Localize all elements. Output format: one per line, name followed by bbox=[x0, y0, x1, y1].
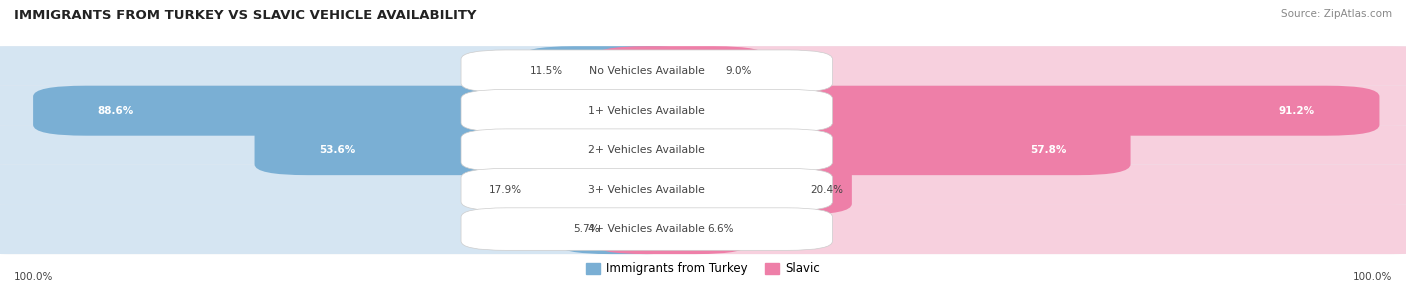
FancyBboxPatch shape bbox=[461, 129, 832, 171]
Text: 53.6%: 53.6% bbox=[319, 145, 356, 155]
Text: 17.9%: 17.9% bbox=[489, 185, 522, 194]
FancyBboxPatch shape bbox=[0, 125, 1406, 175]
Text: 100.0%: 100.0% bbox=[1353, 272, 1392, 282]
FancyBboxPatch shape bbox=[593, 204, 1406, 254]
Text: 1+ Vehicles Available: 1+ Vehicles Available bbox=[588, 106, 706, 116]
Text: 9.0%: 9.0% bbox=[725, 66, 751, 76]
Text: 100.0%: 100.0% bbox=[14, 272, 53, 282]
FancyBboxPatch shape bbox=[0, 125, 700, 175]
Text: 4+ Vehicles Available: 4+ Vehicles Available bbox=[588, 224, 706, 234]
FancyBboxPatch shape bbox=[0, 204, 700, 254]
FancyBboxPatch shape bbox=[0, 204, 1406, 254]
FancyBboxPatch shape bbox=[34, 86, 700, 136]
FancyBboxPatch shape bbox=[461, 208, 832, 250]
Text: IMMIGRANTS FROM TURKEY VS SLAVIC VEHICLE AVAILABILITY: IMMIGRANTS FROM TURKEY VS SLAVIC VEHICLE… bbox=[14, 9, 477, 21]
FancyBboxPatch shape bbox=[461, 90, 832, 132]
FancyBboxPatch shape bbox=[0, 46, 700, 96]
FancyBboxPatch shape bbox=[593, 125, 1406, 175]
FancyBboxPatch shape bbox=[593, 165, 852, 214]
FancyBboxPatch shape bbox=[593, 46, 766, 96]
Text: No Vehicles Available: No Vehicles Available bbox=[589, 66, 704, 76]
FancyBboxPatch shape bbox=[481, 165, 700, 214]
FancyBboxPatch shape bbox=[461, 50, 832, 92]
FancyBboxPatch shape bbox=[0, 86, 700, 136]
FancyBboxPatch shape bbox=[593, 125, 1130, 175]
FancyBboxPatch shape bbox=[0, 165, 700, 214]
Text: 57.8%: 57.8% bbox=[1029, 145, 1066, 155]
FancyBboxPatch shape bbox=[593, 86, 1379, 136]
Text: 20.4%: 20.4% bbox=[810, 185, 844, 194]
FancyBboxPatch shape bbox=[558, 204, 700, 254]
FancyBboxPatch shape bbox=[0, 165, 1406, 214]
FancyBboxPatch shape bbox=[593, 165, 1406, 214]
Text: 5.7%: 5.7% bbox=[574, 224, 599, 234]
FancyBboxPatch shape bbox=[0, 86, 1406, 136]
Text: 6.6%: 6.6% bbox=[707, 224, 734, 234]
FancyBboxPatch shape bbox=[593, 204, 749, 254]
Text: 88.6%: 88.6% bbox=[97, 106, 134, 116]
Text: 91.2%: 91.2% bbox=[1279, 106, 1315, 116]
FancyBboxPatch shape bbox=[593, 86, 1406, 136]
FancyBboxPatch shape bbox=[593, 46, 1406, 96]
FancyBboxPatch shape bbox=[520, 46, 700, 96]
Legend: Immigrants from Turkey, Slavic: Immigrants from Turkey, Slavic bbox=[581, 258, 825, 280]
Text: 11.5%: 11.5% bbox=[530, 66, 562, 76]
Text: 3+ Vehicles Available: 3+ Vehicles Available bbox=[588, 185, 706, 194]
FancyBboxPatch shape bbox=[0, 46, 1406, 96]
FancyBboxPatch shape bbox=[254, 125, 700, 175]
FancyBboxPatch shape bbox=[461, 168, 832, 211]
Text: 2+ Vehicles Available: 2+ Vehicles Available bbox=[588, 145, 706, 155]
Text: Source: ZipAtlas.com: Source: ZipAtlas.com bbox=[1281, 9, 1392, 19]
